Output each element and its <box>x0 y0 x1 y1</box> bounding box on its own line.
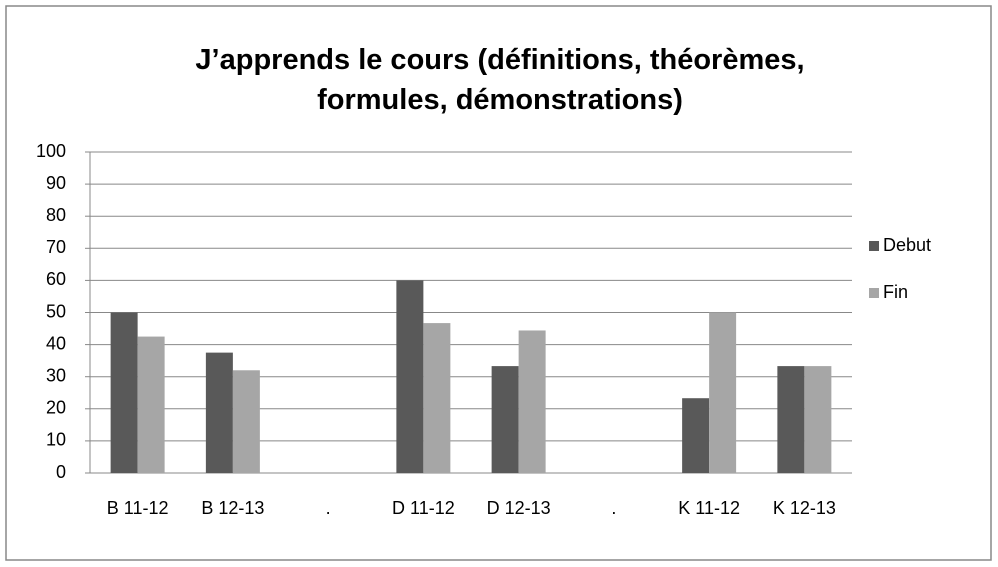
x-tick-label: . <box>326 498 331 518</box>
bar <box>777 366 805 473</box>
y-tick-label: 60 <box>46 269 66 289</box>
bar <box>396 280 424 473</box>
bar <box>232 370 260 473</box>
bar <box>682 398 710 473</box>
y-tick-label: 40 <box>46 333 66 353</box>
y-tick-label: 70 <box>46 237 66 257</box>
y-tick-label: 10 <box>46 430 66 450</box>
bar <box>137 336 165 473</box>
x-tick-label: K 12-13 <box>773 498 836 518</box>
y-tick-label: 90 <box>46 173 66 193</box>
bar <box>205 352 233 473</box>
legend-swatch <box>869 288 879 298</box>
y-tick-label: 80 <box>46 205 66 225</box>
bar <box>804 366 832 473</box>
bar <box>423 323 451 473</box>
x-tick-label: . <box>611 498 616 518</box>
bar <box>491 366 519 473</box>
legend-swatch <box>869 241 879 251</box>
y-tick-label: 50 <box>46 301 66 321</box>
legend-label: Debut <box>883 235 931 255</box>
bar <box>709 312 737 473</box>
bar <box>518 330 546 473</box>
y-tick-label: 30 <box>46 365 66 385</box>
y-tick-label: 0 <box>56 462 66 482</box>
chart-title: J’apprends le cours (définitions, théorè… <box>195 44 805 116</box>
legend-label: Fin <box>883 282 908 302</box>
x-tick-label: B 11-12 <box>107 498 169 518</box>
bar <box>110 312 138 473</box>
x-tick-label: K 11-12 <box>678 498 740 518</box>
x-tick-label: D 11-12 <box>392 498 455 518</box>
y-tick-label: 20 <box>46 398 66 418</box>
y-tick-label: 100 <box>36 141 66 161</box>
x-tick-label: D 12-13 <box>487 498 551 518</box>
x-tick-label: B 12-13 <box>201 498 264 518</box>
